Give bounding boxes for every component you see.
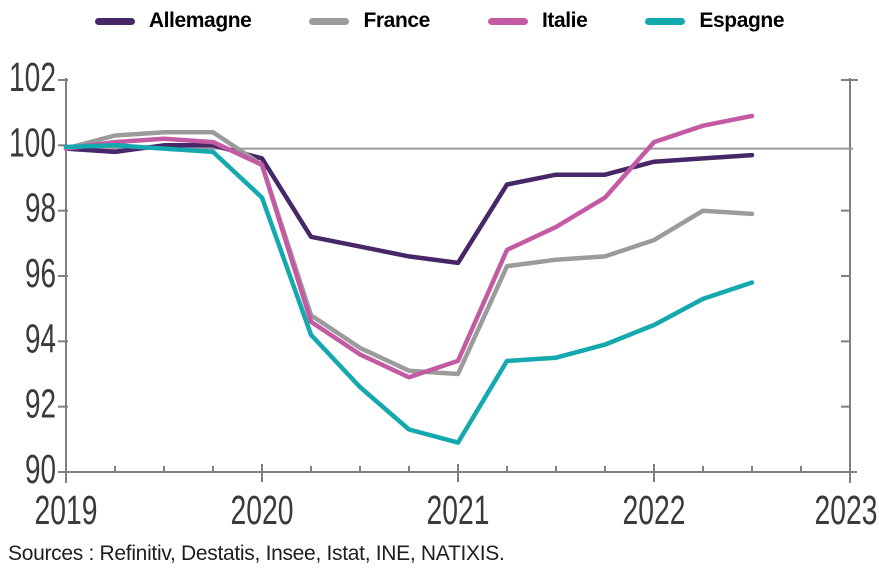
series-line-espagne [63, 143, 755, 445]
chart-legend: Allemagne France Italie Espagne [0, 4, 879, 38]
x-tick-label: 2023 [815, 487, 878, 533]
legend-swatch-italie-icon [487, 17, 528, 25]
legend-label-italie: Italie [541, 9, 588, 32]
legend-label-allemagne: Allemagne [148, 9, 252, 32]
y-tick-label: 100 [9, 119, 56, 165]
legend-swatch-espagne-icon [645, 17, 686, 25]
x-tick-label: 2020 [231, 487, 294, 533]
y-tick-label: 94 [25, 315, 56, 361]
y-tick-label: 102 [9, 54, 56, 100]
legend-item-allemagne: Allemagne [94, 9, 252, 33]
x-tick-label: 2021 [427, 487, 490, 533]
y-tick-label: 90 [25, 446, 56, 492]
legend-label-espagne: Espagne [699, 9, 785, 32]
x-tick-label: 2022 [623, 487, 686, 533]
y-tick-label: 98 [25, 185, 56, 231]
legend-swatch-france-icon [309, 17, 350, 25]
y-tick-label: 92 [25, 381, 56, 427]
legend-swatch-allemagne-icon [94, 17, 135, 25]
series-line-italie [63, 113, 755, 380]
source-note: Sources : Refinitiv, Destatis, Insee, Is… [8, 542, 505, 565]
legend-label-france: France [363, 9, 430, 32]
series-line-allemagne [63, 143, 755, 266]
x-tick-label: 2019 [35, 487, 98, 533]
legend-item-france: France [309, 9, 430, 33]
legend-item-italie: Italie [487, 9, 588, 33]
series-line-france [63, 130, 755, 377]
y-tick-label: 96 [25, 250, 56, 296]
legend-item-espagne: Espagne [645, 9, 785, 33]
